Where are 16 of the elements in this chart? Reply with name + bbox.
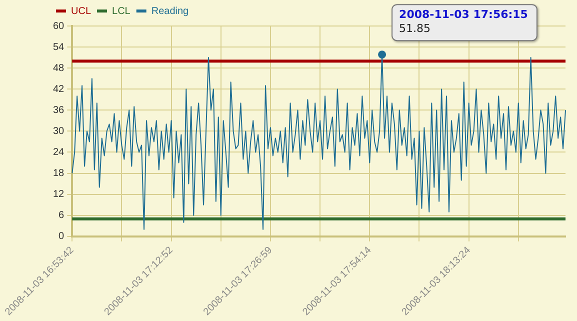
- legend-label: UCL: [71, 6, 92, 17]
- y-tick-label: 24: [53, 146, 65, 158]
- legend-label: LCL: [112, 6, 131, 17]
- data-label: 51.85: [399, 22, 431, 35]
- y-tick-label: 30: [53, 126, 65, 137]
- y-tick-label: 6: [58, 210, 65, 222]
- y-tick-label: 12: [53, 189, 65, 200]
- y-tick-label: 48: [53, 62, 65, 74]
- y-tick-label: 18: [53, 168, 65, 180]
- text: 2008-11-03 17:56:15: [399, 8, 528, 21]
- legend-label: Reading: [151, 6, 189, 17]
- y-tick-label: 36: [53, 104, 65, 116]
- y-tick-label: 42: [53, 84, 65, 95]
- y-tick-label: 54: [53, 42, 65, 53]
- y-tick-label: 60: [53, 20, 65, 32]
- y-tick-label: 0: [58, 231, 65, 242]
